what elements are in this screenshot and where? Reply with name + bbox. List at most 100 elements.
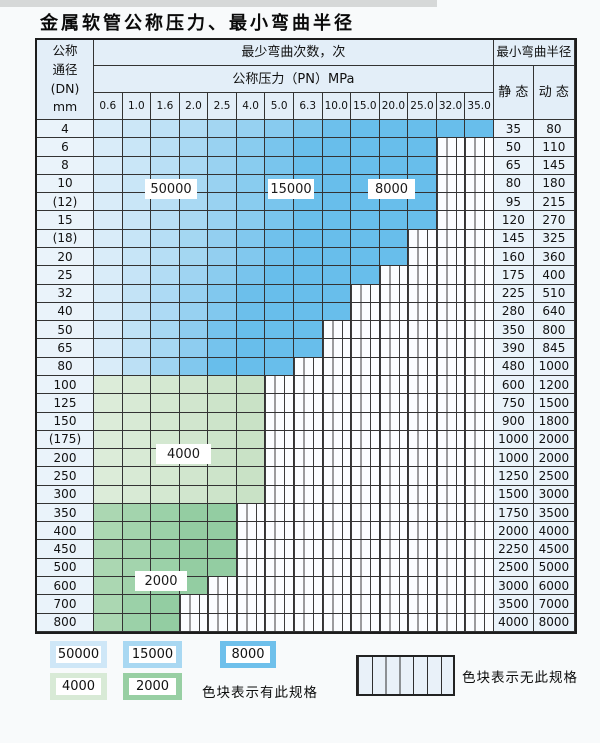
cycle-cell <box>151 540 180 559</box>
no-spec-cell <box>379 595 409 614</box>
dynamic-radius-cell: 510 <box>533 284 575 303</box>
cycle-cell <box>94 193 123 212</box>
cycle-cell <box>151 375 180 395</box>
pn-header-value: 15.0 <box>351 93 380 120</box>
no-spec-cell <box>379 522 409 541</box>
dynamic-radius-cell: 7000 <box>533 595 575 614</box>
no-spec-cell <box>465 613 494 632</box>
cycle-cell <box>351 229 380 248</box>
no-spec-cell <box>465 339 494 358</box>
no-spec-cell <box>351 467 380 486</box>
no-spec-cell <box>351 394 380 413</box>
cycle-cell <box>208 284 237 303</box>
cycle-cell <box>151 284 180 303</box>
cycle-cell <box>94 503 123 523</box>
cycle-cell <box>179 247 209 267</box>
dn-cell: 250 <box>37 467 94 486</box>
no-spec-cell <box>293 485 323 504</box>
no-spec-cell <box>436 211 466 230</box>
no-spec-cell <box>265 558 294 578</box>
no-spec-cell <box>408 321 437 340</box>
no-spec-cell <box>436 138 466 157</box>
no-spec-cell <box>322 394 352 413</box>
no-spec-cell <box>465 193 494 212</box>
no-spec-cell <box>322 522 352 541</box>
cycle-cell <box>265 321 294 340</box>
cycle-cell <box>151 247 180 267</box>
no-spec-cell <box>351 577 380 596</box>
legend-label: 50000 <box>56 646 101 663</box>
static-radius-cell: 2250 <box>493 540 534 559</box>
no-spec-cell <box>465 485 494 504</box>
no-spec-cell <box>322 540 352 559</box>
cycle-cell <box>208 266 237 285</box>
cycle-cell <box>293 302 323 322</box>
no-spec-cell <box>436 540 466 559</box>
static-radius-cell: 1500 <box>493 485 534 504</box>
cycle-cell <box>94 156 123 175</box>
no-spec-cell <box>379 266 409 285</box>
cycle-cell <box>94 449 123 468</box>
dynamic-radius-cell: 3000 <box>533 485 575 504</box>
static-radius-cell: 350 <box>493 321 534 340</box>
cycle-cell <box>208 120 237 139</box>
cycle-cell <box>351 211 380 230</box>
static-radius-cell: 160 <box>493 247 534 267</box>
no-spec-cell <box>265 613 294 632</box>
static-radius-cell: 1750 <box>493 503 534 523</box>
cycle-cell <box>265 247 294 267</box>
no-spec-cell <box>351 485 380 504</box>
no-spec-cell <box>436 430 466 450</box>
dn-cell: (175) <box>37 430 94 450</box>
cycle-cell <box>122 412 152 431</box>
no-spec-cell <box>465 284 494 303</box>
cycle-cell <box>94 266 123 285</box>
cycle-cell <box>179 156 209 175</box>
cycle-cell <box>122 357 152 376</box>
cycle-cell <box>322 266 352 285</box>
cycle-cell <box>94 284 123 303</box>
cycle-cell <box>408 156 437 175</box>
no-spec-cell <box>322 357 352 376</box>
cycle-cell <box>94 595 123 614</box>
no-spec-cell <box>351 430 380 450</box>
cycle-cell <box>179 357 209 376</box>
cycle-cell <box>122 138 152 157</box>
cycle-cell <box>322 229 352 248</box>
cycle-cell <box>122 229 152 248</box>
cycle-cell <box>122 449 152 468</box>
cycle-cell <box>122 467 152 486</box>
cycle-cell <box>408 120 437 139</box>
no-spec-cell <box>293 577 323 596</box>
cycle-cell <box>151 394 180 413</box>
dn-cell: 300 <box>37 485 94 504</box>
dn-cell: 10 <box>37 174 94 194</box>
cycle-cell <box>208 339 237 358</box>
cycle-cell <box>151 357 180 376</box>
no-spec-cell <box>208 613 237 632</box>
no-spec-cell <box>322 485 352 504</box>
no-spec-cell <box>408 229 437 248</box>
no-spec-cell <box>408 522 437 541</box>
dynamic-radius-cell: 2000 <box>533 430 575 450</box>
cycle-cell <box>322 174 352 194</box>
dynamic-radius-cell: 1800 <box>533 412 575 431</box>
cycle-cell <box>94 174 123 194</box>
cycle-cell <box>293 229 323 248</box>
static-radius-cell: 175 <box>493 266 534 285</box>
static-radius-cell: 750 <box>493 394 534 413</box>
cycle-cell <box>122 394 152 413</box>
cycle-cell <box>351 120 380 139</box>
no-spec-cell <box>351 302 380 322</box>
cycle-cell <box>179 229 209 248</box>
cycle-cell <box>151 503 180 523</box>
cycle-cell <box>151 302 180 322</box>
no-spec-cell <box>236 503 266 523</box>
no-spec-cell <box>408 449 437 468</box>
dn-cell: (18) <box>37 229 94 248</box>
cycle-cell <box>94 430 123 450</box>
dn-cell: 80 <box>37 357 94 376</box>
no-spec-cell <box>436 613 466 632</box>
cycle-cell <box>322 211 352 230</box>
cycle-cell <box>94 394 123 413</box>
